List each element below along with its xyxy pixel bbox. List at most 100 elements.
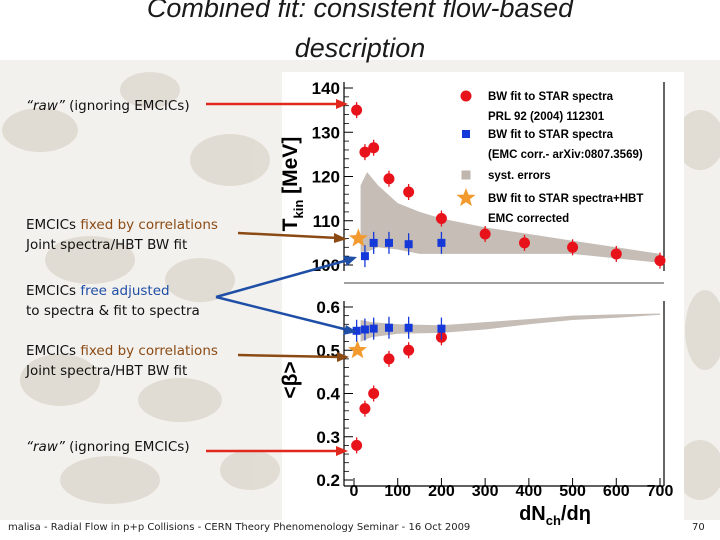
top-data-point-red-circle (351, 104, 363, 116)
arrow-fixed-bottom (237, 353, 341, 359)
x-tick-label: 600 (603, 483, 630, 500)
annotation-free-highlight: free adjusted (80, 283, 170, 299)
y-axis-label-top-subscript: kin (291, 200, 306, 219)
top-y-tick-label: 140 (312, 79, 340, 98)
annotation-raw-bottom-rest: (ignoring EMCICs) (64, 439, 190, 455)
legend-marker-orange-star (456, 188, 476, 207)
bottom-data-point-blue-square (352, 326, 361, 335)
x-tick-label: 300 (472, 483, 499, 500)
arrow-free-lower-head (343, 325, 357, 335)
bottom-data-point-red-circle (383, 353, 395, 365)
legend-label: BW fit to STAR spectra (488, 129, 614, 141)
bottom-syst-error-band (360, 313, 660, 342)
top-data-point-red-circle (518, 237, 530, 249)
bottom-data-point-blue-square (404, 323, 413, 332)
top-data-point-red-circle (610, 248, 622, 260)
top-panel: 100110120130140Tkin [MeV] (279, 79, 666, 275)
top-data-point-red-circle (368, 142, 380, 154)
arrow-raw-bottom-head (336, 446, 348, 456)
legend-label: EMC corrected (488, 213, 569, 225)
bottom-y-tick-label: 0.3 (316, 428, 340, 447)
bottom-data-point-red-circle (359, 403, 371, 415)
x-axis-label-subscript: ch (546, 513, 561, 528)
arrow-fixed-bottom-head (337, 352, 349, 362)
bottom-data-point-blue-square (360, 325, 369, 334)
legend-label: PRL 92 (2004) 112301 (488, 111, 605, 123)
bottom-y-tick-label: 0.6 (316, 298, 340, 317)
annotation-fixed-top-highlight: fixed by correlations (80, 217, 218, 233)
y-axis-label-bottom: <β> (279, 361, 302, 398)
top-y-tick-label: 110 (313, 212, 340, 231)
top-data-point-red-circle (403, 186, 415, 198)
arrow-raw-top-head (336, 99, 348, 109)
annotation-free-prefix: EMCICs (26, 283, 81, 299)
arrow-fixed-top-head (334, 233, 347, 243)
top-y-tick-label: 120 (312, 168, 340, 187)
slide-footer: malisa - Radial Flow in p+p Collisions -… (8, 522, 471, 533)
x-axis-label: dNch/dη (519, 503, 591, 528)
bottom-y-tick-label: 0.2 (316, 471, 340, 490)
top-data-point-red-circle (359, 146, 371, 158)
bottom-data-point-red-circle (368, 388, 380, 399)
arrow-free-upper (215, 258, 349, 299)
bottom-y-tick-label: 0.4 (316, 385, 340, 404)
annotation-raw-top-rest: (ignoring EMCICs) (64, 98, 190, 114)
top-data-point-red-circle (435, 213, 447, 225)
top-data-point-red-circle (383, 173, 395, 185)
annotation-raw-top: “raw” (ignoring EMCICs) (26, 96, 190, 116)
legend-label: (EMC corr.- arXiv:0807.3569) (488, 149, 643, 161)
annotation-raw-top-quote: “raw” (26, 98, 65, 114)
annotation-raw-bottom: “raw” (ignoring EMCICs) (26, 437, 190, 457)
bottom-data-point-blue-square (369, 324, 378, 333)
x-tick-label: 100 (384, 483, 411, 500)
annotation-free-line2: to spectra & fit to spectra (26, 303, 200, 319)
arrow-free-lower (215, 295, 349, 332)
bottom-panel: 0.20.30.40.50.60 100 200 300 400 500 600 700<β>… (279, 282, 673, 528)
annotation-free: EMCICs free adjusted to spectra & fit to… (26, 281, 200, 321)
annotation-fixed-top-prefix: EMCICs (26, 217, 81, 233)
bottom-data-point-blue-square (384, 323, 393, 332)
x-tick-label: 500 (559, 483, 586, 500)
x-tick-label: 200 (428, 483, 455, 500)
figure-canvas (282, 72, 684, 522)
annotation-fixed-bottom-highlight: fixed by correlations (80, 343, 218, 359)
legend-label: syst. errors (488, 170, 551, 182)
annotation-fixed-top: EMCICs fixed by correlations Joint spect… (26, 215, 218, 255)
top-data-point-blue-square (369, 238, 378, 247)
annotation-fixed-top-line2: Joint spectra/HBT BW fit (26, 237, 188, 253)
legend-marker-red-circle (460, 90, 472, 102)
top-data-point-red-circle (654, 255, 666, 267)
annotation-fixed-bottom-prefix: EMCICs (26, 343, 81, 359)
top-data-point-red-circle (479, 228, 491, 240)
slide-title-line1: Combined fit: consistent flow-based (146, 0, 574, 23)
legend-label: BW fit to STAR spectra+HBT (488, 193, 643, 205)
top-y-tick-label: 130 (312, 123, 340, 142)
bottom-data-point-orange-star (348, 340, 367, 359)
arrow-free-upper-head (343, 256, 357, 266)
annotation-fixed-bottom-line2: Joint spectra/HBT BW fit (26, 363, 188, 379)
top-data-point-red-circle (567, 241, 579, 253)
page-number: 70 (692, 522, 705, 533)
bottom-data-point-red-circle (403, 344, 415, 356)
top-syst-error-band (360, 172, 660, 263)
legend-marker-blue-square (462, 130, 470, 138)
legend: BW fit to STAR spectra PRL 92 (2004) 1123… (456, 90, 643, 225)
top-data-point-blue-square (437, 238, 446, 247)
legend-label: BW fit to STAR spectra (488, 91, 614, 103)
bottom-data-point-blue-square (437, 324, 446, 333)
arrows (206, 99, 357, 456)
top-data-point-blue-square (404, 240, 413, 249)
bottom-data-point-red-circle (351, 439, 363, 451)
top-data-point-blue-square (384, 238, 393, 247)
x-tick-label: 0 (350, 483, 359, 500)
y-axis-label-top-unit: [MeV] (279, 137, 302, 200)
arrow-fixed-top (237, 231, 339, 240)
x-tick-label: 400 (516, 483, 543, 500)
legend-marker-gray-square (461, 170, 471, 180)
top-data-point-blue-square (360, 252, 369, 261)
top-data-point-orange-star (348, 228, 368, 247)
slide-title-line2: description (294, 33, 426, 63)
annotation-fixed-bottom: EMCICs fixed by correlations Joint spect… (26, 341, 218, 381)
annotation-raw-bottom-quote: “raw” (26, 439, 65, 455)
